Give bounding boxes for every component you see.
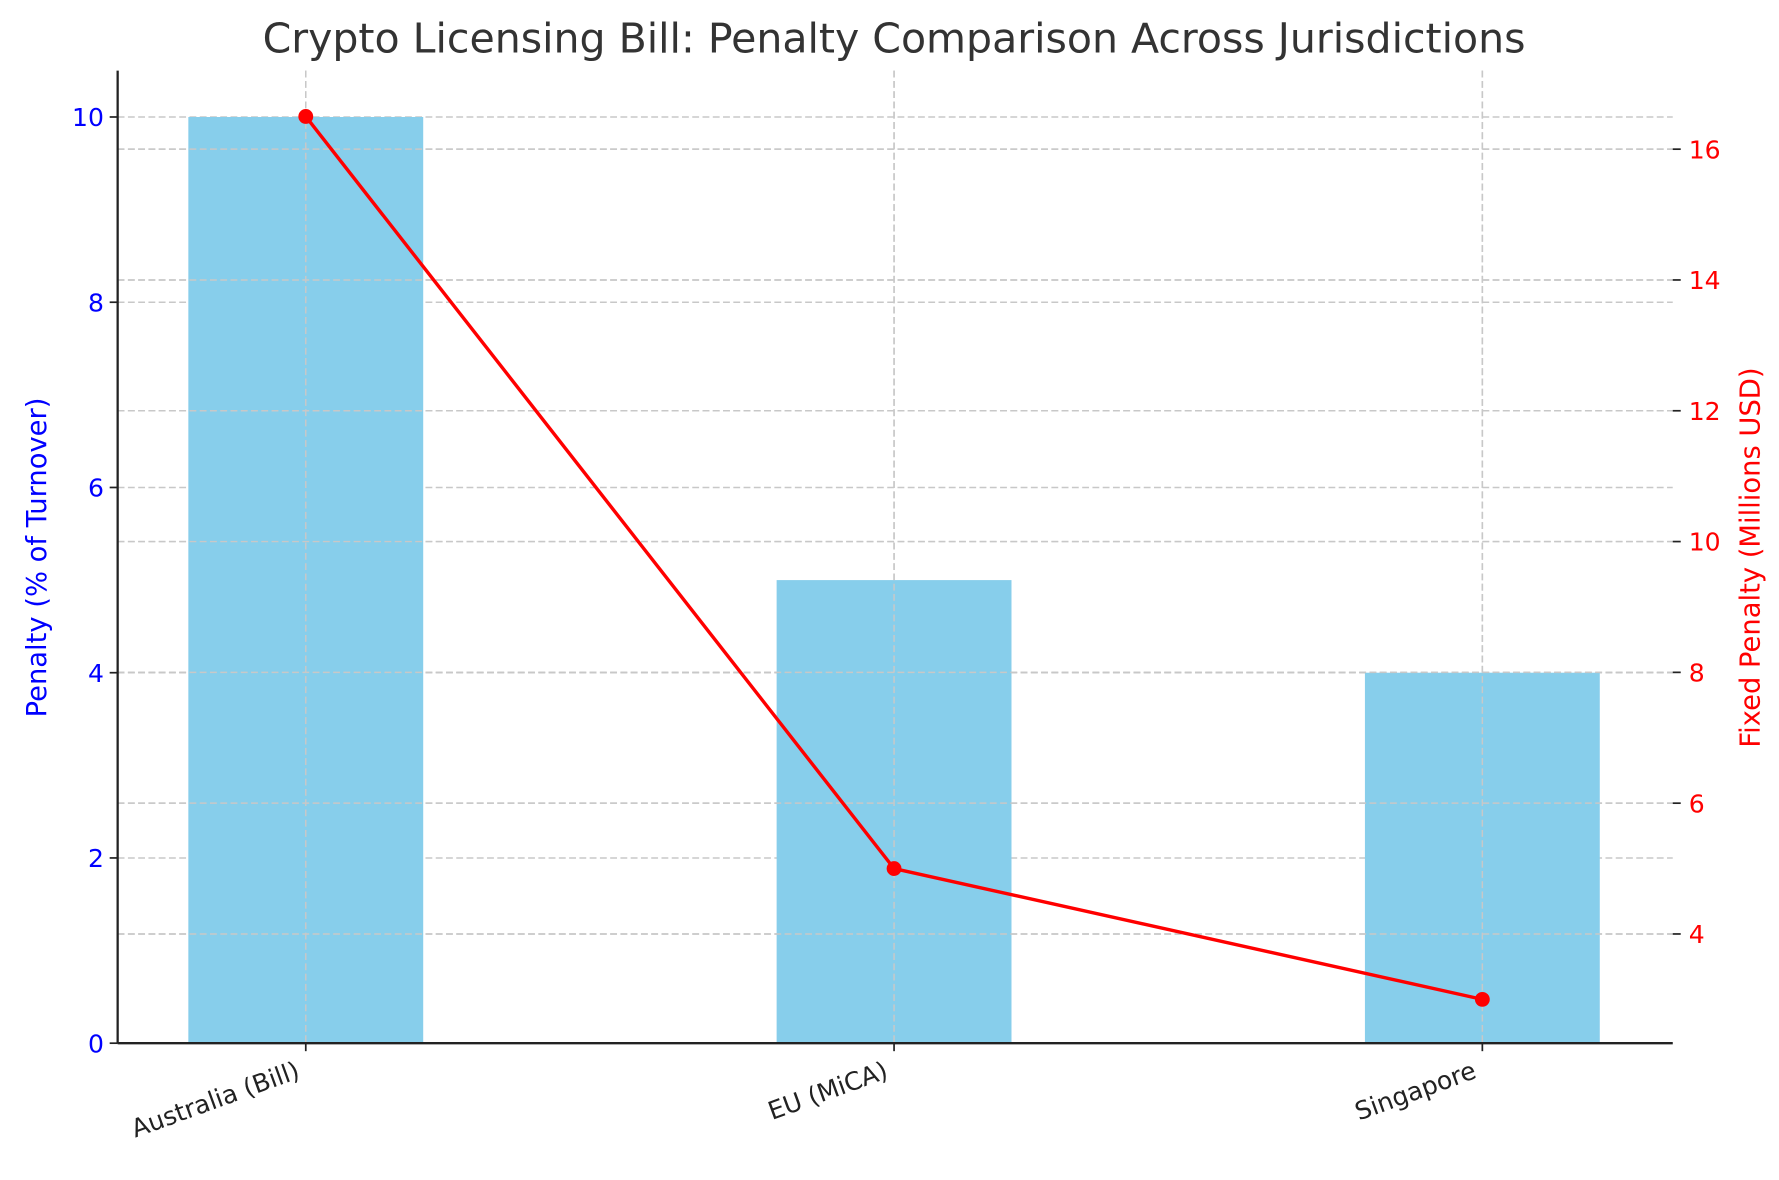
y-tick-label: 0 [88,1029,104,1058]
line-point-2 [1474,991,1490,1007]
y-tick-label: 6 [88,474,104,503]
y2-axis-label: Fixed Penalty (Millions USD) [1735,367,1766,747]
y2-tick-label: 16 [1689,135,1721,164]
y-axis-label: Penalty (% of Turnover) [22,398,53,718]
y-tick-label: 8 [88,288,104,317]
bars [117,70,1673,1044]
y2-tick-label: 4 [1689,920,1705,949]
y-tick-label: 10 [72,103,104,132]
x-tick-label: Singapore [1351,1056,1480,1127]
x-tick-label: Australia (Bill) [127,1056,303,1144]
chart-title: Crypto Licensing Bill: Penalty Compariso… [263,14,1526,62]
y2-tick-label: 8 [1689,658,1705,687]
y2-tick-label: 14 [1689,266,1721,295]
y2-tick-label: 12 [1689,397,1721,426]
line-point-1 [886,861,902,876]
x-tick-label: EU (MiCA) [764,1056,891,1126]
line-point-0 [298,109,314,124]
y2-tick-label: 10 [1689,528,1721,557]
y-tick-label: 4 [88,659,104,688]
y2-tick-label: 6 [1689,789,1705,818]
y-tick-label: 2 [88,844,104,873]
line-series [298,109,1490,1007]
